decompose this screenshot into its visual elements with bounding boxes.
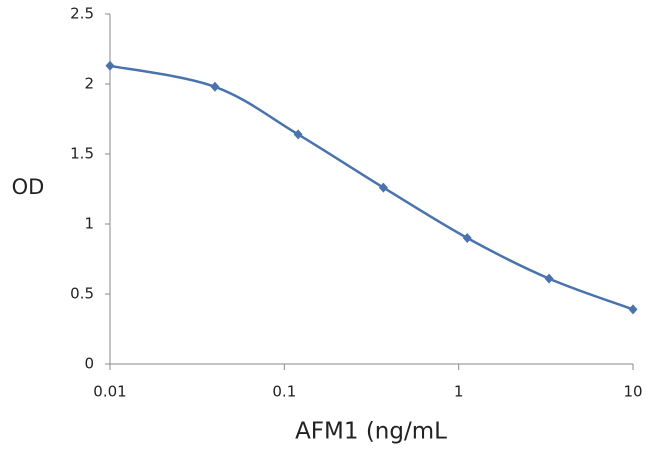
y-tick-label: 2 <box>84 75 94 93</box>
marker <box>544 273 554 284</box>
y-tick-label: 0.5 <box>70 285 94 303</box>
x-tick-label: 0.1 <box>272 383 296 401</box>
marker <box>105 60 115 71</box>
y-axis-label: OD <box>12 175 45 199</box>
x-tick-label: 1 <box>454 383 464 401</box>
marker <box>378 182 388 193</box>
marker <box>293 129 303 140</box>
x-axis-label: AFM1 (ng/mL <box>295 419 447 445</box>
marker <box>462 233 472 243</box>
x-tick-label: 10 <box>623 383 642 401</box>
x-tick-label: 0.01 <box>93 383 126 401</box>
y-tick-label: 2.5 <box>70 5 94 23</box>
y-tick-label: 1.5 <box>70 145 94 163</box>
y-tick-label: 0 <box>84 355 94 373</box>
marker <box>628 304 638 315</box>
series-line <box>109 64 634 311</box>
y-tick-label: 1 <box>84 215 94 233</box>
marker <box>210 81 220 92</box>
